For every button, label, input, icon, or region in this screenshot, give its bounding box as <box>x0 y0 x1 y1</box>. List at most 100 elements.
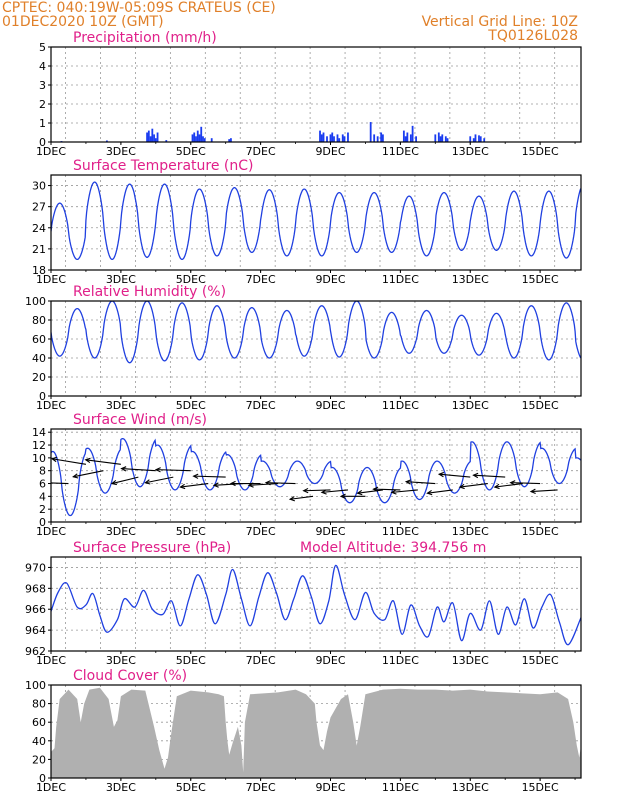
wind-vector-shaft <box>530 489 558 493</box>
wind-vector-head <box>390 489 397 495</box>
precip-bar <box>373 134 376 142</box>
precip-bar <box>380 132 383 142</box>
precip-bar <box>469 136 472 142</box>
panel-data <box>51 301 581 364</box>
x-tick-label: 9DEC <box>315 654 345 667</box>
x-tick-label: 13DEC <box>452 399 489 412</box>
y-tick-label: 20 <box>32 753 46 766</box>
x-tick-label: 11DEC <box>382 145 419 158</box>
precip-bar <box>322 132 325 142</box>
precip-bar <box>147 130 150 142</box>
wind-vector-head <box>154 467 161 473</box>
precip-bar <box>404 136 407 142</box>
wind-vector <box>120 466 156 472</box>
wind-vector-head <box>51 456 57 463</box>
precip-bar <box>154 138 157 142</box>
wind-vector-shaft <box>266 482 296 485</box>
x-tick-label: 15DEC <box>522 525 559 538</box>
x-tick-label: 11DEC <box>382 781 419 794</box>
wind-vector-head <box>120 466 127 472</box>
wind-vector <box>404 479 436 485</box>
x-tick-label: 11DEC <box>382 525 419 538</box>
wind-vector-head <box>302 487 309 494</box>
precip-bar <box>341 134 344 142</box>
panel-data <box>60 122 486 142</box>
wind-vector-head <box>229 480 236 487</box>
wind-vector <box>426 489 453 496</box>
panel-frame <box>50 684 582 779</box>
x-tick-label: 13DEC <box>452 781 489 794</box>
precip-bar <box>336 134 339 142</box>
y-tick-label: 100 <box>25 295 46 308</box>
wind-vector-shaft <box>193 475 226 478</box>
precip-bar <box>472 138 475 142</box>
precip-bar <box>444 136 447 142</box>
x-tick-label: 5DEC <box>176 399 206 412</box>
x-tick-label: 3DEC <box>106 273 136 286</box>
panel-data <box>51 687 581 778</box>
panel-1: 18 21 24 27 30 1DEC 3DEC 5DEC 7DEC 9DEC 11DEC 13DEC… <box>32 158 582 286</box>
y-tick-label: 18 <box>32 264 46 277</box>
y-tick-label: 20 <box>32 371 46 384</box>
wind-vector <box>288 495 314 502</box>
precip-bar <box>320 134 323 142</box>
x-tick-label: 7DEC <box>246 145 276 158</box>
wind-vector <box>437 471 471 478</box>
x-tick-label: 9DEC <box>315 399 345 412</box>
precip-bar <box>203 138 206 142</box>
x-tick-label: 5DEC <box>176 654 206 667</box>
x-tick-label: 9DEC <box>315 273 345 286</box>
panel-frame <box>50 300 582 397</box>
x-tick-label: 15DEC <box>522 781 559 794</box>
wind-vector-head <box>356 489 363 496</box>
x-tick-label: 5DEC <box>176 273 206 286</box>
precip-bar <box>156 132 159 142</box>
x-tick-label: 7DEC <box>246 399 276 412</box>
precip-bar <box>319 130 321 142</box>
y-tick-label: 0 <box>39 516 46 529</box>
y-tick-label: 12 <box>32 439 46 452</box>
panel-frame <box>50 556 582 652</box>
precip-bar <box>382 134 384 142</box>
y-tick-label: 2 <box>39 98 46 111</box>
wind-vector-shaft <box>321 489 349 493</box>
precip-bar <box>149 136 152 142</box>
wind-vector-shaft <box>406 481 436 485</box>
y-tick-label: 40 <box>32 735 46 748</box>
x-tick-label: 1DEC <box>36 399 66 412</box>
wind-vector <box>458 482 488 490</box>
x-tick-label: 3DEC <box>106 145 136 158</box>
y-tick-label: 60 <box>32 333 46 346</box>
wind-vector <box>192 473 226 479</box>
x-tick-label: 13DEC <box>452 273 489 286</box>
precip-bar <box>326 136 328 142</box>
x-tick-label: 1DEC <box>36 273 66 286</box>
y-tick-label: 0 <box>39 136 46 149</box>
wind-vector <box>179 482 209 490</box>
panel-title: Precipitation (mm/h) <box>73 30 217 46</box>
series-line <box>51 564 581 646</box>
y-tick-label: 966 <box>25 603 46 616</box>
precip-bar <box>483 138 486 142</box>
wind-vector <box>493 482 523 490</box>
x-tick-label: 1DEC <box>36 145 66 158</box>
wind-vector-head <box>247 482 254 488</box>
y-tick-label: 14 <box>32 426 46 439</box>
wind-vector <box>247 482 279 488</box>
x-tick-label: 1DEC <box>36 781 66 794</box>
header-datetime: 01DEC2020 10Z (GMT) <box>2 14 164 30</box>
wind-vector-shaft <box>51 458 87 465</box>
panel-2: 0 20 40 60 80 100 1DEC 3DEC 5DEC 7DEC 9DEC 11DEC 13D… <box>25 284 582 412</box>
precip-bar <box>409 134 412 142</box>
panel-title: Surface Wind (m/s) <box>73 412 207 428</box>
y-tick-label: 0 <box>39 390 46 403</box>
wind-vector-head <box>264 480 271 486</box>
y-tick-label: 964 <box>25 624 46 637</box>
wind-vector-shaft <box>85 459 121 465</box>
precip-bar <box>230 138 232 142</box>
wind-vector <box>509 480 541 486</box>
precip-bar <box>153 134 155 142</box>
x-tick-label: 15DEC <box>522 145 559 158</box>
precip-bar <box>376 136 379 142</box>
